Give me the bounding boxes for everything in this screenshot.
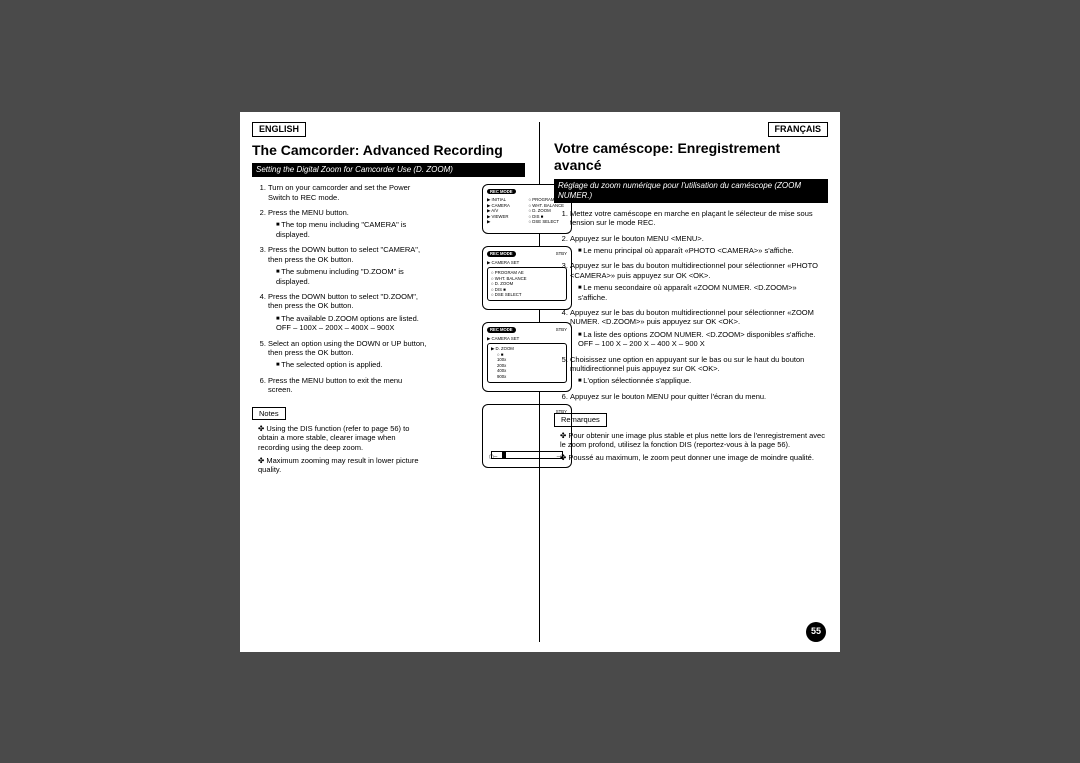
step: Press the MENU button to exit the menu s… bbox=[268, 376, 428, 395]
step: Appuyez sur le bouton MENU pour quitter … bbox=[570, 392, 828, 401]
step: Turn on your camcorder and set the Power… bbox=[268, 183, 428, 202]
lang-tag-french: FRANÇAIS bbox=[768, 122, 829, 137]
notes-label-french: Remarques bbox=[554, 413, 607, 426]
step: Press the MENU button. The top menu incl… bbox=[268, 208, 428, 239]
subtitle-english: Setting the Digital Zoom for Camcorder U… bbox=[252, 163, 525, 177]
step: Appuyez sur le bas du bouton multidirect… bbox=[570, 308, 828, 349]
step: Select an option using the DOWN or UP bu… bbox=[268, 339, 428, 370]
notes-english: Using the DIS function (refer to page 56… bbox=[252, 424, 428, 475]
step: Appuyez sur le bas du bouton multidirect… bbox=[570, 261, 828, 302]
french-column: FRANÇAIS Votre caméscope: Enregistrement… bbox=[540, 122, 828, 642]
page-number-badge: 55 bbox=[806, 622, 826, 642]
steps-english: Turn on your camcorder and set the Power… bbox=[256, 183, 428, 394]
steps-french: Mettez votre caméscope en marche en plaç… bbox=[558, 209, 828, 402]
title-french: Votre caméscope: Enregistrement avancé bbox=[554, 140, 828, 175]
step: Press the DOWN button to select "CAMERA"… bbox=[268, 245, 428, 286]
english-body: Turn on your camcorder and set the Power… bbox=[252, 183, 428, 475]
subtitle-french: Réglage du zoom numérique pour l'utilisa… bbox=[554, 179, 828, 203]
notes-label-english: Notes bbox=[252, 407, 286, 420]
step: Press the DOWN button to select "D.ZOOM"… bbox=[268, 292, 428, 333]
step: Choisissez une option en appuyant sur le… bbox=[570, 355, 828, 386]
step: Mettez votre caméscope en marche en plaç… bbox=[570, 209, 828, 228]
title-english: The Camcorder: Advanced Recording bbox=[252, 142, 525, 160]
zoom-w-icon: ▢─ bbox=[489, 454, 497, 460]
lang-tag-english: ENGLISH bbox=[252, 122, 306, 137]
notes-french: Pour obtenir une image plus stable et pl… bbox=[554, 431, 828, 463]
step: Appuyez sur le bouton MENU <MENU>. Le me… bbox=[570, 234, 828, 256]
manual-page: ENGLISH The Camcorder: Advanced Recordin… bbox=[240, 112, 840, 652]
